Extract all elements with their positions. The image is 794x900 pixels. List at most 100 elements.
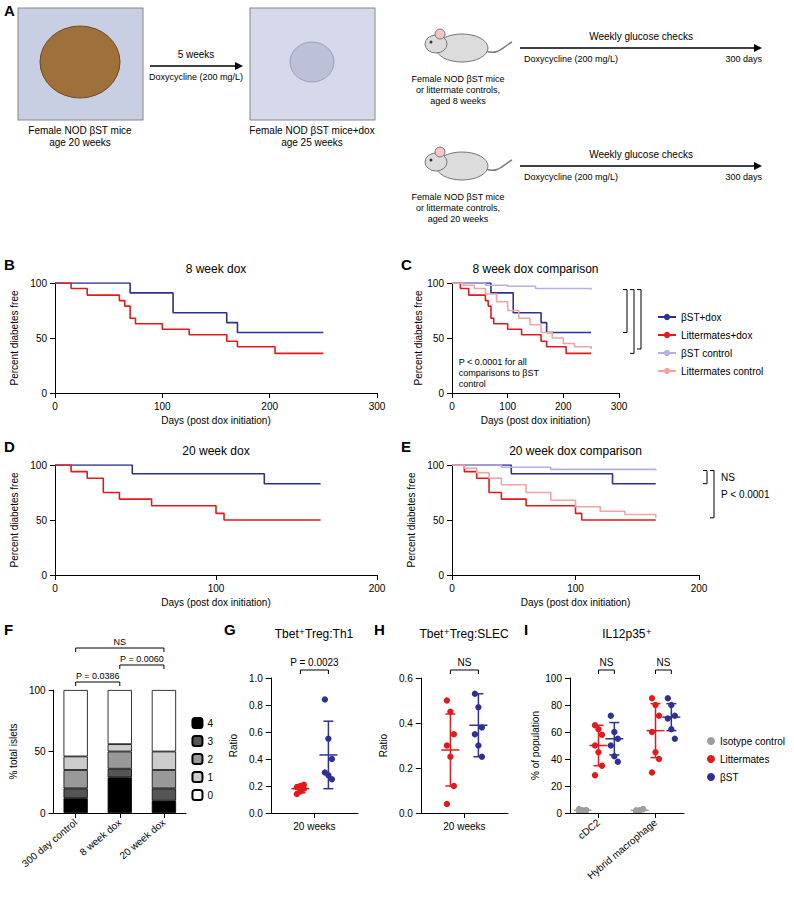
svg-text:100: 100 bbox=[154, 401, 171, 412]
svg-text:P < 0.0001 for all: P < 0.0001 for all bbox=[459, 357, 530, 367]
svg-text:control: control bbox=[459, 379, 486, 389]
svg-text:0.8: 0.8 bbox=[249, 700, 263, 711]
svg-text:C: C bbox=[401, 256, 412, 273]
svg-text:8 week dox: 8 week dox bbox=[186, 262, 247, 276]
svg-text:100: 100 bbox=[427, 278, 444, 289]
svg-text:% total islets: % total islets bbox=[8, 723, 19, 779]
svg-text:Doxycycline (200 mg/L): Doxycycline (200 mg/L) bbox=[524, 172, 618, 182]
svg-text:0.6: 0.6 bbox=[249, 727, 263, 738]
svg-text:50: 50 bbox=[433, 515, 445, 526]
svg-text:B: B bbox=[4, 256, 15, 273]
svg-text:100: 100 bbox=[545, 673, 562, 684]
svg-text:Female NOD βST mice: Female NOD βST mice bbox=[411, 192, 504, 202]
svg-text:0.0: 0.0 bbox=[399, 808, 413, 819]
svg-text:aged 8 weeks: aged 8 weeks bbox=[430, 96, 486, 106]
svg-text:or littermate controls,: or littermate controls, bbox=[416, 85, 500, 95]
svg-text:I: I bbox=[524, 621, 528, 638]
svg-text:100: 100 bbox=[30, 278, 47, 289]
svg-text:100: 100 bbox=[499, 401, 516, 412]
svg-text:40: 40 bbox=[551, 754, 563, 765]
svg-text:50: 50 bbox=[433, 333, 445, 344]
svg-text:D: D bbox=[4, 438, 15, 455]
svg-text:Percent diabetes free: Percent diabetes free bbox=[406, 472, 417, 567]
svg-text:0.6: 0.6 bbox=[399, 673, 413, 684]
svg-text:100: 100 bbox=[427, 460, 444, 471]
svg-text:50: 50 bbox=[36, 333, 48, 344]
svg-text:Days (post dox initiation): Days (post dox initiation) bbox=[481, 415, 591, 426]
svg-text:300: 300 bbox=[611, 401, 628, 412]
svg-text:200: 200 bbox=[691, 583, 708, 594]
svg-text:Percent diabetes free: Percent diabetes free bbox=[413, 290, 424, 385]
svg-text:0: 0 bbox=[41, 388, 47, 399]
svg-text:NS: NS bbox=[457, 657, 471, 668]
svg-text:80: 80 bbox=[551, 700, 563, 711]
svg-text:Tbet⁺Treg:Th1: Tbet⁺Treg:Th1 bbox=[275, 627, 354, 641]
svg-text:300 days: 300 days bbox=[725, 172, 762, 182]
svg-text:E: E bbox=[401, 438, 411, 455]
svg-text:Percent diabetes free: Percent diabetes free bbox=[9, 472, 20, 567]
svg-text:Female NOD βST mice+dox: Female NOD βST mice+dox bbox=[249, 125, 374, 136]
svg-text:0: 0 bbox=[438, 388, 444, 399]
svg-text:NS: NS bbox=[656, 657, 670, 668]
svg-text:8 week dox: 8 week dox bbox=[78, 817, 124, 858]
svg-text:Doxycycline (200 mg/L): Doxycycline (200 mg/L) bbox=[149, 72, 243, 82]
svg-text:βST control: βST control bbox=[681, 348, 732, 359]
svg-text:P < 0.0001: P < 0.0001 bbox=[721, 489, 770, 500]
svg-text:200: 200 bbox=[369, 583, 386, 594]
svg-text:P = 0.0023: P = 0.0023 bbox=[290, 657, 339, 668]
svg-text:200: 200 bbox=[555, 401, 572, 412]
svg-text:100: 100 bbox=[208, 583, 225, 594]
svg-text:3: 3 bbox=[207, 736, 213, 747]
svg-text:50: 50 bbox=[34, 746, 46, 757]
svg-text:Percent diabetes free: Percent diabetes free bbox=[9, 290, 20, 385]
svg-text:300 days: 300 days bbox=[725, 54, 762, 64]
svg-text:0: 0 bbox=[438, 570, 444, 581]
svg-text:0: 0 bbox=[40, 808, 46, 819]
svg-text:0: 0 bbox=[207, 790, 213, 801]
svg-text:NS: NS bbox=[599, 657, 613, 668]
svg-text:300: 300 bbox=[369, 401, 386, 412]
svg-text:Littermates control: Littermates control bbox=[681, 366, 763, 377]
svg-text:20 week dox: 20 week dox bbox=[182, 444, 249, 458]
svg-text:4: 4 bbox=[207, 718, 213, 729]
svg-text:Female NOD βST mice: Female NOD βST mice bbox=[411, 74, 504, 84]
svg-text:P = 0.0060: P = 0.0060 bbox=[120, 654, 164, 664]
svg-text:NS: NS bbox=[721, 472, 735, 483]
svg-text:20 weeks: 20 weeks bbox=[443, 821, 485, 832]
svg-text:βST: βST bbox=[720, 772, 739, 783]
svg-text:100: 100 bbox=[30, 460, 47, 471]
svg-text:300 day control: 300 day control bbox=[20, 817, 79, 869]
svg-text:NS: NS bbox=[114, 637, 127, 647]
svg-text:8 week dox comparison: 8 week dox comparison bbox=[472, 262, 598, 276]
svg-text:20 week dox comparison: 20 week dox comparison bbox=[509, 444, 642, 458]
svg-text:Littermates: Littermates bbox=[720, 754, 769, 765]
svg-text:1: 1 bbox=[207, 772, 213, 783]
svg-text:20 week dox: 20 week dox bbox=[117, 817, 167, 862]
svg-text:Ratio: Ratio bbox=[228, 733, 239, 757]
svg-text:60: 60 bbox=[551, 727, 563, 738]
svg-text:age 20 weeks: age 20 weeks bbox=[49, 137, 111, 148]
svg-text:0.2: 0.2 bbox=[399, 763, 413, 774]
svg-text:Tbet⁺Treg:SLEC: Tbet⁺Treg:SLEC bbox=[419, 627, 509, 641]
svg-text:0.0: 0.0 bbox=[249, 808, 263, 819]
svg-text:0: 0 bbox=[449, 583, 455, 594]
svg-text:IL12p35⁺: IL12p35⁺ bbox=[602, 627, 652, 641]
svg-text:50: 50 bbox=[36, 515, 48, 526]
svg-text:A: A bbox=[4, 2, 15, 19]
svg-text:1.0: 1.0 bbox=[249, 673, 263, 684]
svg-text:20 weeks: 20 weeks bbox=[293, 821, 335, 832]
svg-text:aged 20 weeks: aged 20 weeks bbox=[428, 214, 489, 224]
svg-text:comparisons to βST: comparisons to βST bbox=[459, 368, 542, 378]
svg-text:100: 100 bbox=[567, 583, 584, 594]
svg-text:age 25 weeks: age 25 weeks bbox=[281, 137, 343, 148]
svg-text:cDC2: cDC2 bbox=[576, 817, 603, 842]
svg-text:Days (post dox initiation): Days (post dox initiation) bbox=[161, 415, 271, 426]
svg-text:H: H bbox=[374, 621, 385, 638]
svg-text:2: 2 bbox=[207, 754, 213, 765]
svg-text:βST+dox: βST+dox bbox=[681, 312, 722, 323]
svg-text:0: 0 bbox=[41, 570, 47, 581]
svg-text:or littermate controls,: or littermate controls, bbox=[416, 203, 500, 213]
svg-text:Days (post dox initiation): Days (post dox initiation) bbox=[161, 597, 271, 608]
svg-text:Days (post dox initiation): Days (post dox initiation) bbox=[521, 597, 631, 608]
svg-text:P = 0.0386: P = 0.0386 bbox=[76, 671, 120, 681]
